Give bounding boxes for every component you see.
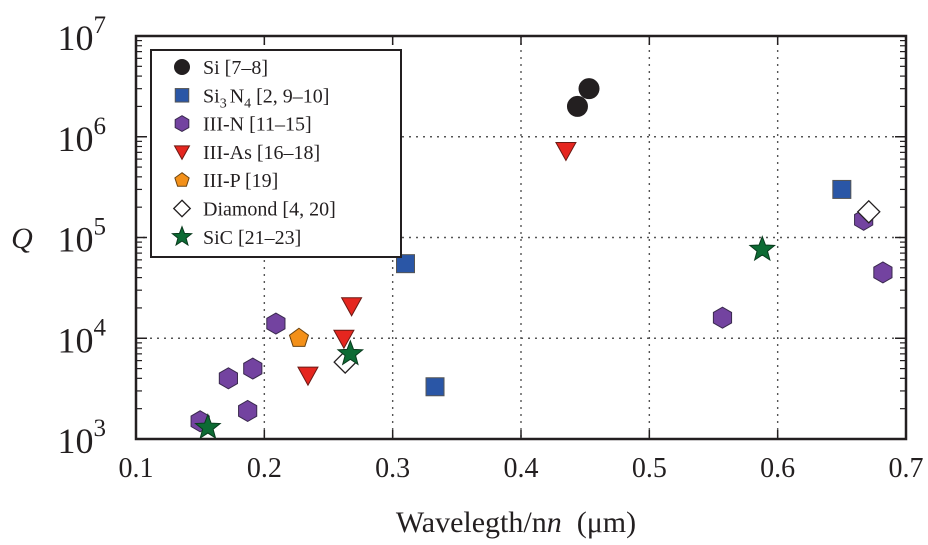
data-point — [832, 179, 852, 199]
data-point — [266, 312, 286, 335]
data-point — [218, 367, 238, 390]
data-point — [238, 399, 258, 422]
legend-marker-triangle-down — [173, 145, 191, 161]
x-tick-label: 0.2 — [247, 453, 282, 484]
x-tick-label: 0.7 — [889, 453, 924, 484]
data-point — [425, 377, 445, 397]
data-point — [336, 339, 365, 366]
x-tick-label: 0.3 — [375, 453, 410, 484]
legend-label: III-N [11–15] — [203, 114, 312, 136]
y-tick-labels: 103 104 105 106 107 — [58, 12, 107, 461]
series-triangle-down — [297, 142, 577, 387]
data-point — [288, 327, 310, 347]
data-point — [578, 78, 600, 100]
data-point — [566, 95, 588, 117]
legend: Si [7–8] Si3 N4 [2, 9–10] III-N [11–15] III-… — [150, 49, 402, 258]
y-axis-label: Q — [11, 222, 33, 255]
x-axis-label: Wavelegth/nn (μm) — [396, 506, 636, 539]
x-tick-labels: 0.1 0.2 0.3 0.4 0.5 0.6 0.7 — [119, 453, 924, 484]
legend-box — [150, 49, 402, 258]
legend-marker-hexagon — [174, 115, 190, 133]
data-point — [856, 199, 881, 224]
data-point — [873, 261, 893, 284]
legend-marker-diamond — [172, 199, 192, 218]
y-tick-label: 103 — [58, 415, 107, 461]
data-point — [297, 366, 319, 387]
data-point — [194, 413, 222, 440]
legend-label: SiC [21–23] — [203, 227, 301, 249]
legend-marker-star — [171, 225, 193, 247]
data-point — [712, 306, 733, 329]
legend-label: III-As [16–18] — [203, 142, 320, 164]
legend-marker-square — [174, 88, 190, 103]
legend-label: Diamond [4, 20] — [203, 199, 336, 221]
data-point — [333, 329, 355, 350]
y-tick-label: 104 — [58, 314, 107, 360]
data-point — [748, 235, 776, 262]
y-tick-label: 107 — [58, 12, 107, 58]
x-tick-label: 0.1 — [119, 453, 154, 484]
grid-lines — [136, 36, 906, 439]
legend-marker-circle — [174, 59, 190, 75]
series-star — [194, 235, 776, 440]
x-tick-label: 0.4 — [504, 453, 539, 484]
plot-frame — [134, 34, 908, 441]
y-tick-label: 105 — [58, 214, 107, 260]
data-point — [555, 142, 577, 162]
legend-label: Si3 N4 [2, 9–10] — [203, 85, 329, 111]
data-point — [243, 357, 263, 380]
series-pentagon — [288, 327, 310, 347]
data-point — [340, 297, 363, 317]
legend-marker-pentagon — [174, 172, 190, 187]
data-points — [190, 78, 893, 440]
series-square — [396, 179, 852, 397]
data-point — [396, 254, 415, 274]
series-diamond — [333, 199, 881, 375]
legend-label: III-P [19] — [203, 170, 278, 192]
legend-label: Si [7–8] — [203, 57, 268, 79]
series-circle — [566, 78, 600, 117]
x-tick-label: 0.6 — [760, 453, 795, 484]
x-tick-label: 0.5 — [632, 453, 667, 484]
y-tick-label: 106 — [58, 113, 107, 159]
